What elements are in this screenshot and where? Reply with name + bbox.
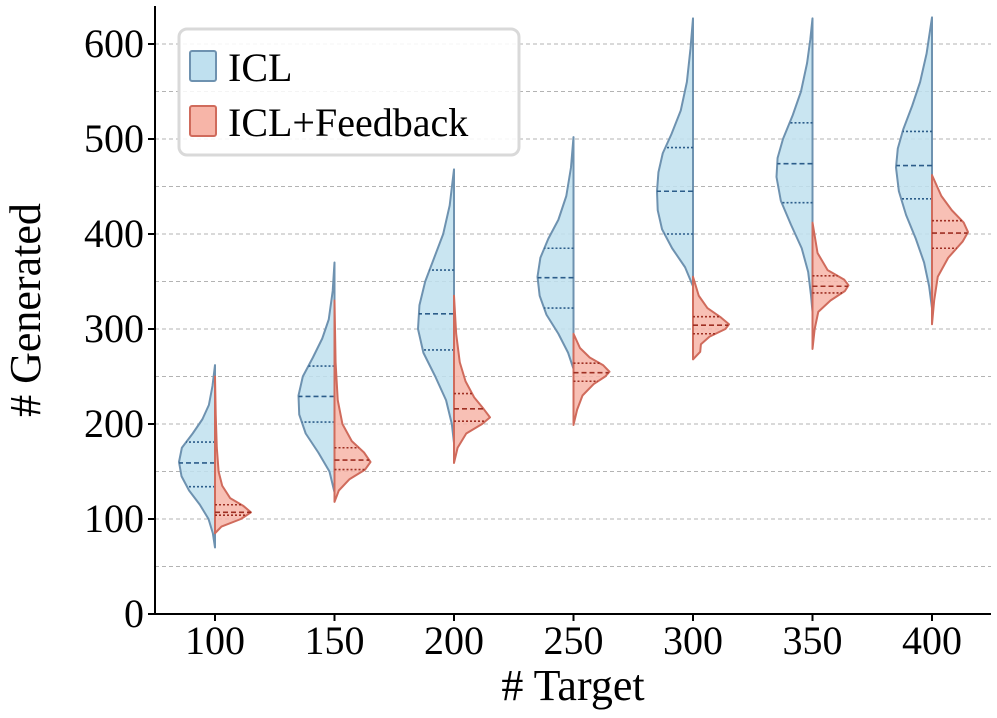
legend-label-icl: ICL (228, 45, 292, 90)
violin-icl-feedback-100 (214, 375, 252, 535)
legend-swatch-icl-feedback (189, 105, 217, 137)
y-tick-labels: 0 100 200 300 400 500 600 (84, 21, 155, 636)
violin-icl-100 (178, 364, 216, 549)
violin-icl-feedback-200 (453, 294, 491, 464)
violin-icl-feedback-250 (572, 332, 611, 426)
violin-icl-400 (895, 16, 933, 310)
y-tick-label-200: 200 (84, 401, 144, 446)
violin-icl-feedback-400 (931, 174, 969, 326)
violin-icl-feedback-300 (692, 275, 730, 361)
y-tick-label-500: 500 (84, 116, 144, 161)
legend-label-icl-feedback: ICL+Feedback (228, 100, 468, 145)
grid-lines (155, 43, 991, 567)
y-tick-label-0: 0 (124, 591, 144, 636)
violin-icl-250 (536, 136, 575, 370)
y-tick-label-300: 300 (84, 306, 144, 351)
x-tick-label-400: 400 (902, 618, 962, 663)
violin-plot-area (178, 16, 969, 549)
x-tick-label-300: 300 (663, 618, 723, 663)
y-tick-label-100: 100 (84, 496, 144, 541)
y-tick-label-600: 600 (84, 21, 144, 66)
x-tick-label-100: 100 (185, 618, 245, 663)
violin-icl-150 (297, 261, 336, 494)
y-axis-title: # Generated (1, 203, 50, 417)
violin-icl-200 (417, 168, 455, 444)
x-tick-label-150: 150 (305, 618, 365, 663)
legend-frame (177, 27, 521, 157)
x-axis-title: # Target (501, 661, 644, 710)
y-tick-label-400: 400 (84, 211, 144, 256)
legend: ICL ICL+Feedback (177, 27, 521, 157)
x-tick-label-350: 350 (783, 618, 843, 663)
violin-icl-feedback-150 (333, 299, 372, 503)
x-tick-label-200: 200 (424, 618, 484, 663)
x-tick-labels: 100 150 200 250 300 350 400 (185, 614, 962, 663)
x-tick-label-250: 250 (544, 618, 604, 663)
violin-icl-300 (656, 17, 694, 288)
violin-icl-350 (775, 17, 814, 313)
legend-swatch-icl (189, 50, 217, 82)
